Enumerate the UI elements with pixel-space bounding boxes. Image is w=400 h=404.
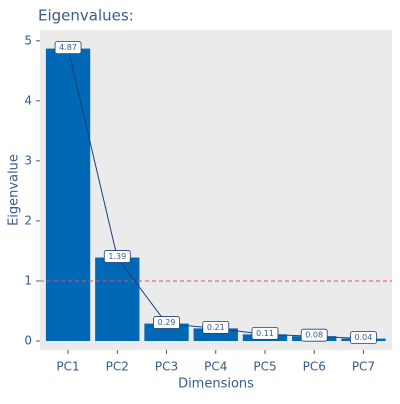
bar	[45, 48, 91, 341]
chart-title: Eigenvalues:	[38, 7, 134, 25]
value-label: 1.39	[108, 252, 126, 261]
value-label: 0.21	[207, 323, 225, 332]
x-tick-label: PC6	[303, 360, 326, 374]
plot-panel	[40, 30, 392, 350]
y-tick-label: 3	[24, 153, 32, 167]
y-tick-label: 1	[24, 273, 32, 287]
x-tick-label: PC7	[352, 360, 375, 374]
value-label: 0.29	[158, 318, 176, 327]
x-tick-label: PC5	[253, 360, 276, 374]
y-tick-label: 2	[24, 213, 32, 227]
value-label-box	[300, 328, 328, 342]
y-tick-label: 5	[24, 33, 32, 47]
value-label: 0.11	[256, 329, 274, 338]
x-tick-label: PC4	[204, 360, 227, 374]
value-label-box	[153, 316, 180, 329]
value-label-box	[202, 320, 230, 334]
value-label-box	[251, 326, 279, 340]
value-label-box	[54, 41, 82, 55]
value-label-box	[350, 331, 377, 344]
value-label-box	[103, 250, 131, 263]
x-axis-label: Dimensions	[178, 377, 254, 392]
y-axis-label: Eigenvalue	[7, 154, 22, 226]
x-tick-label: PC2	[106, 360, 129, 374]
y-tick-label: 4	[24, 93, 32, 107]
value-label: 0.08	[305, 331, 323, 340]
x-tick-label: PC3	[155, 360, 178, 374]
x-tick-label: PC1	[56, 360, 79, 374]
y-tick-label: 0	[24, 333, 32, 347]
value-label: 4.87	[59, 43, 77, 52]
bar	[95, 257, 140, 341]
value-label: 0.04	[355, 333, 373, 342]
